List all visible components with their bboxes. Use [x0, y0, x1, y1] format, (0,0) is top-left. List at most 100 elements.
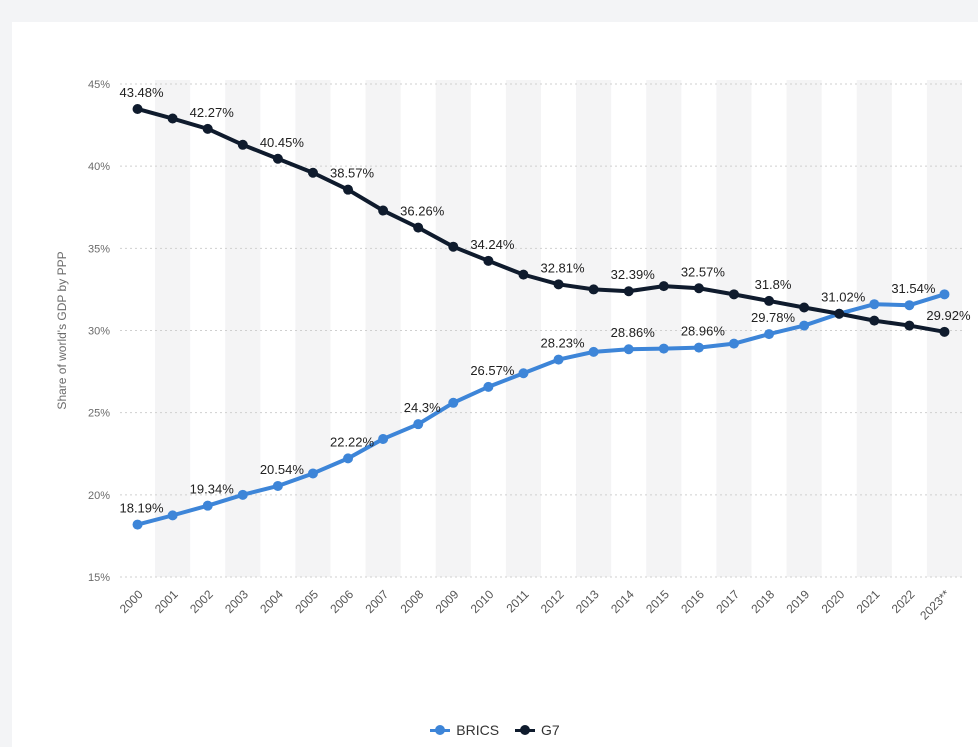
data-label-brics: 22.22% — [330, 434, 375, 449]
data-point-g7 — [904, 320, 915, 331]
data-label-brics: 28.96% — [681, 324, 726, 339]
y-tick-label: 20% — [88, 490, 110, 502]
column-band — [856, 80, 892, 577]
data-point-brics — [272, 480, 283, 491]
chart-legend: BRICS G7 — [12, 722, 978, 738]
data-label-g7: 31.8% — [755, 277, 792, 292]
x-tick-label: 2015 — [643, 587, 672, 616]
data-label-brics: 29.78% — [751, 310, 796, 325]
data-point-brics — [413, 419, 424, 430]
data-point-brics — [658, 343, 669, 354]
y-tick-label: 35% — [88, 243, 110, 255]
legend-swatch-g7 — [515, 725, 536, 735]
data-label-brics: 20.54% — [260, 462, 305, 477]
data-point-g7 — [343, 184, 354, 195]
data-label-brics: 19.34% — [190, 482, 235, 497]
data-point-g7 — [518, 269, 529, 280]
data-point-g7 — [237, 139, 248, 150]
data-point-g7 — [272, 153, 283, 164]
x-tick-label: 2006 — [327, 587, 356, 616]
data-point-g7 — [167, 113, 178, 124]
x-tick-label: 2008 — [398, 587, 427, 616]
data-point-brics — [904, 300, 915, 311]
x-tick-label: 2002 — [187, 587, 216, 616]
data-point-brics — [307, 468, 318, 479]
y-tick-label: 25% — [88, 408, 110, 420]
data-point-brics — [799, 320, 810, 331]
data-label-g7: 40.45% — [260, 135, 305, 150]
data-point-brics — [588, 346, 599, 357]
series-line-g7 — [135, 106, 947, 334]
data-point-brics — [518, 368, 529, 379]
data-point-g7 — [202, 123, 213, 134]
data-point-g7 — [799, 302, 810, 313]
series-line-brics — [135, 292, 947, 527]
data-point-brics — [483, 381, 494, 392]
x-tick-label: 2020 — [819, 587, 848, 616]
legend-label-g7: G7 — [541, 722, 560, 738]
data-label-g7: 36.26% — [400, 204, 445, 219]
data-point-brics — [202, 500, 213, 511]
data-point-brics — [237, 489, 248, 500]
y-tick-label: 45% — [88, 79, 110, 91]
data-point-brics — [167, 510, 178, 521]
x-tick-label: 2016 — [678, 587, 707, 616]
data-label-brics: 26.57% — [470, 363, 515, 378]
x-tick-label: 2017 — [713, 587, 742, 616]
x-tick-label: 2014 — [608, 587, 637, 616]
x-tick-label: 2001 — [152, 587, 181, 616]
data-point-g7 — [728, 289, 739, 300]
data-label-g7: 29.92% — [926, 308, 971, 323]
data-point-brics — [448, 397, 459, 408]
x-tick-label: 2018 — [748, 587, 777, 616]
data-point-g7 — [483, 255, 494, 266]
data-point-g7 — [378, 205, 389, 216]
line-chart: 15% 20% 25% 30% 35% 40% 45% Share of world's GD… — [55, 79, 971, 623]
data-point-g7 — [588, 284, 599, 295]
data-point-g7 — [764, 295, 775, 306]
x-tick-label: 2000 — [117, 587, 146, 616]
legend-item-g7[interactable]: G7 — [515, 722, 560, 738]
data-point-brics — [553, 354, 564, 365]
x-tick-label: 2007 — [362, 587, 391, 616]
data-point-brics — [728, 338, 739, 349]
x-tick-label: 2003 — [222, 587, 251, 616]
y-tick-label: 30% — [88, 326, 110, 338]
data-label-brics: 28.86% — [611, 325, 656, 340]
data-point-brics — [343, 453, 354, 464]
data-label-g7: 32.39% — [611, 267, 656, 282]
data-point-g7 — [132, 103, 143, 114]
data-label-g7: 32.57% — [681, 264, 726, 279]
y-tick-label: 15% — [88, 572, 110, 584]
data-point-g7 — [869, 315, 880, 326]
x-tick-label: 2019 — [783, 587, 812, 616]
legend-swatch-brics — [430, 725, 451, 735]
data-point-brics — [693, 342, 704, 353]
x-tick-label: 2013 — [573, 587, 602, 616]
data-point-brics — [939, 289, 950, 300]
x-tick-label: 2004 — [257, 587, 286, 616]
data-label-g7: 32.81% — [540, 260, 585, 275]
x-tick-label: 2005 — [292, 587, 321, 616]
data-point-g7 — [658, 281, 669, 292]
data-point-brics — [764, 329, 775, 340]
x-tick-label: 2021 — [854, 587, 883, 616]
column-band — [155, 80, 191, 577]
data-point-brics — [378, 433, 389, 444]
data-point-g7 — [307, 167, 318, 178]
column-band — [716, 80, 752, 577]
data-point-g7 — [693, 283, 704, 294]
data-point-g7 — [939, 326, 950, 337]
data-point-brics — [623, 344, 634, 355]
legend-item-brics[interactable]: BRICS — [430, 722, 499, 738]
data-point-g7 — [448, 241, 459, 252]
data-label-brics: 24.3% — [404, 400, 441, 415]
data-label-g7: 31.02% — [821, 290, 866, 305]
x-tick-label: 2022 — [889, 587, 918, 616]
x-tick-label: 2010 — [468, 587, 497, 616]
x-tick-label: 2012 — [538, 587, 567, 616]
x-tick-label: 2023** — [917, 587, 953, 623]
chart-card: 15% 20% 25% 30% 35% 40% 45% Share of world's GD… — [12, 22, 978, 747]
column-band — [435, 80, 471, 577]
data-point-brics — [132, 519, 143, 530]
